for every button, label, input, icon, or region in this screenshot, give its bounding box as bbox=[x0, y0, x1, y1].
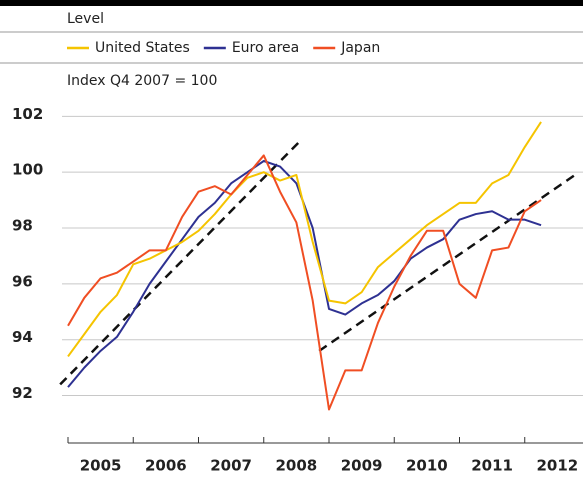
x-tick-label: 2010 bbox=[406, 457, 448, 475]
x-tick-label: 2011 bbox=[471, 457, 513, 475]
x-tick-label: 2012 bbox=[537, 457, 579, 475]
y-tick-label: 100 bbox=[12, 161, 43, 179]
y-tick-label: 94 bbox=[12, 328, 33, 346]
x-tick-label: 2005 bbox=[80, 457, 122, 475]
series-line bbox=[67, 160, 542, 388]
x-tick-label: 2009 bbox=[341, 457, 383, 475]
y-tick-label: 96 bbox=[12, 272, 33, 290]
top-bar bbox=[0, 0, 583, 6]
header: Level bbox=[67, 11, 104, 27]
x-tick-label: 2007 bbox=[210, 457, 252, 475]
y-tick-label: 98 bbox=[12, 217, 33, 235]
series-line bbox=[67, 121, 542, 358]
x-tick-label: 2008 bbox=[276, 457, 318, 475]
trend-line bbox=[318, 173, 576, 352]
y-tick-label: 92 bbox=[12, 384, 33, 402]
legend-label: Euro area bbox=[232, 40, 299, 56]
subtitle: Index Q4 2007 = 100 bbox=[67, 73, 217, 89]
legend-label: Japan bbox=[340, 40, 380, 56]
y-tick-label: 102 bbox=[12, 105, 43, 123]
x-tick-label: 2006 bbox=[145, 457, 187, 475]
trend-line bbox=[59, 140, 301, 386]
series-line bbox=[67, 154, 542, 411]
legend-label: United States bbox=[95, 40, 190, 56]
